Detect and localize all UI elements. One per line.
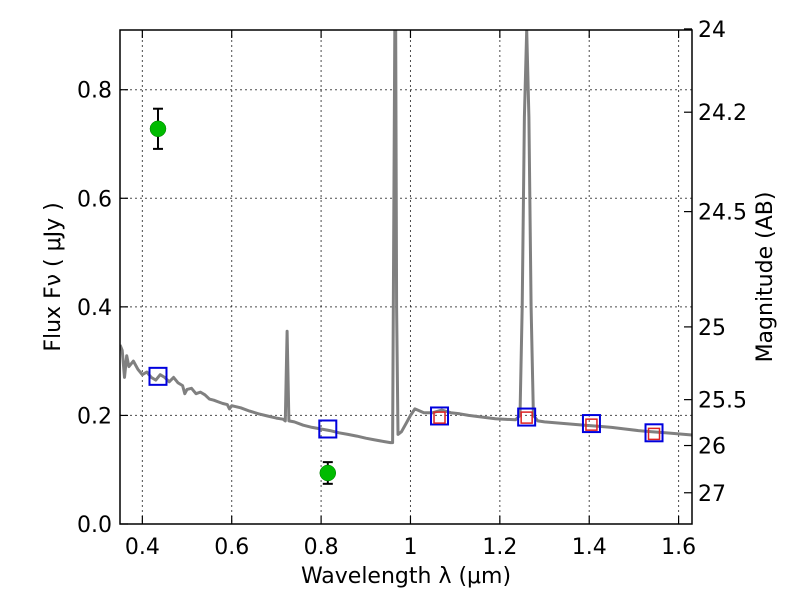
fit-band-marker [520,411,533,424]
fit-band-marker [585,418,598,431]
y-tick-label: 0.8 [77,79,112,104]
x-tick-label: 1 [403,535,417,560]
model-band-marker [318,419,338,439]
fit-band-marker [433,411,446,424]
x-tick-label: 0.4 [125,535,160,560]
x-tick-label: 1.4 [572,535,607,560]
x-tick-label: 1.2 [482,535,517,560]
model-band-marker [148,366,168,386]
plot-frame [119,29,693,525]
y-axis-label: Flux Fν ( μJy ) [41,202,66,351]
mag-tick-label: 24.5 [698,201,747,226]
mag-tick-label: 24 [698,18,726,43]
y-tick-label: 0.0 [77,513,112,538]
x-axis-label: Wavelength λ (μm) [301,564,511,589]
fit-band-marker [647,427,661,441]
mag-tick-label: 25.5 [698,389,747,414]
y-tick-label: 0.6 [77,187,112,212]
model-band-marker [581,414,601,434]
x-tick-label: 1.6 [661,535,696,560]
y-tick-label: 0.4 [77,296,112,321]
grid-lines [120,30,692,525]
x-tick-label: 0.8 [304,535,339,560]
mag-tick-label: 26 [698,435,726,460]
observed-point [319,464,337,482]
plot-area [120,30,692,485]
mag-tick-label: 27 [698,482,726,507]
model-band-marker [644,423,664,443]
mag-tick-label: 25 [698,316,726,341]
x-tick-label: 0.6 [214,535,249,560]
observed-point [149,120,167,138]
y-tick-label: 0.2 [77,404,112,429]
model-spectrum-line [120,30,692,445]
axis-ticks: 0.4 0.6 0.8 1 1.2 1.4 1.6 0.0 0.2 0.4 0.6 0.8 24 24.2… [77,18,747,560]
y2-axis-label: Magnitude (AB) [753,192,778,363]
mag-tick-label: 24.2 [698,101,747,126]
model-band-marker [430,406,450,426]
model-band-marker [517,407,537,427]
